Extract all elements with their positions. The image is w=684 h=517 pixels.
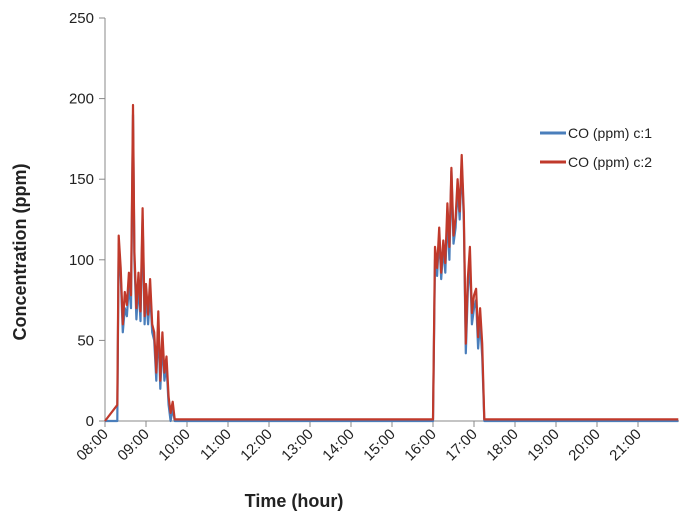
x-tick-label: 12:00 (237, 426, 276, 465)
x-tick-label: 10:00 (155, 426, 194, 465)
x-tick-label: 14:00 (319, 426, 358, 465)
x-axis: 08:00 09:00 10:00 11:00 12:00 13:00 14:00 15:00… (73, 420, 679, 465)
x-tick-label: 19:00 (524, 426, 563, 465)
x-tick-label: 13:00 (278, 426, 317, 465)
y-axis-title: Concentration (ppm) (10, 164, 30, 341)
series-line-c2 (104, 103, 679, 422)
y-tick-label: 250 (69, 10, 94, 27)
series-lines (104, 103, 679, 423)
x-tick-label: 08:00 (73, 426, 112, 465)
y-axis: 0 50 100 150 200 250 (69, 10, 106, 430)
x-tick-label: 16:00 (401, 426, 440, 465)
x-tick-label: 15:00 (360, 426, 399, 465)
x-tick-label: 18:00 (483, 426, 522, 465)
y-tick-label: 0 (86, 413, 94, 430)
x-tick-label: 17:00 (442, 426, 481, 465)
x-tick-label: 09:00 (114, 426, 153, 465)
x-tick-label: 20:00 (565, 426, 604, 465)
x-axis-title: Time (hour) (245, 491, 344, 511)
y-tick-label: 50 (77, 332, 94, 349)
legend: CO (ppm) c:1 CO (ppm) c:2 (540, 125, 652, 170)
y-tick-label: 100 (69, 252, 94, 269)
x-tick-label: 11:00 (197, 426, 235, 464)
x-tick-label: 21:00 (606, 426, 645, 465)
legend-label-c2: CO (ppm) c:2 (568, 154, 652, 170)
y-tick-label: 150 (69, 171, 94, 188)
y-tick-label: 200 (69, 91, 94, 108)
legend-label-c1: CO (ppm) c:1 (568, 125, 652, 141)
